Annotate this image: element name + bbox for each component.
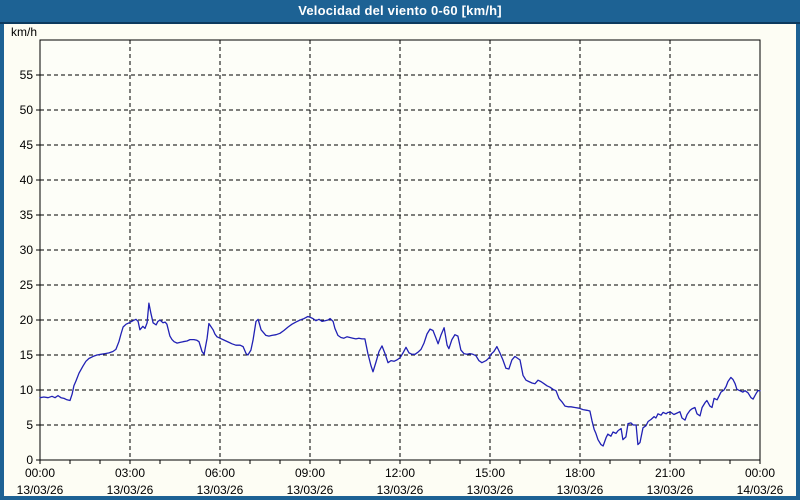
y-axis-labels: 0 5 10 15 20 25 30 35 40 45 50 55 km/h — [11, 25, 37, 467]
x-tick-time-label: 00:00 — [25, 466, 55, 480]
y-tick-label: 20 — [20, 313, 34, 327]
x-tick-time-label: 09:00 — [295, 466, 325, 480]
x-tick-date-label: 14/03/26 — [737, 483, 784, 496]
y-tick-label: 40 — [20, 173, 34, 187]
x-tick-date-label: 13/03/26 — [107, 483, 154, 496]
chart-title: Velocidad del viento 0-60 [km/h] — [298, 3, 502, 18]
x-tick-time-label: 12:00 — [385, 466, 415, 480]
x-tick-date-label: 13/03/26 — [557, 483, 604, 496]
y-tick-label: 45 — [20, 138, 34, 152]
x-tick-time-label: 00:00 — [745, 466, 775, 480]
x-axis-labels: 00:00 13/03/26 03:00 13/03/26 06:00 13/03/26 0… — [17, 466, 784, 496]
y-tick-label: 0 — [26, 453, 33, 467]
chart-svg: 0510152025303540455055km/h00:0013/03/260… — [11, 25, 784, 496]
y-tick-label: 35 — [20, 208, 34, 222]
y-tick-label: 55 — [20, 68, 34, 82]
x-tick-date-label: 13/03/26 — [467, 483, 514, 496]
x-tick-time-label: 21:00 — [655, 466, 685, 480]
y-tick-label: 30 — [20, 243, 34, 257]
y-tick-label: 5 — [26, 418, 33, 432]
title-bar: Velocidad del viento 0-60 [km/h] — [0, 0, 800, 24]
x-tick-date-label: 13/03/26 — [377, 483, 424, 496]
chart-area: 0 5 10 15 20 25 30 35 40 45 50 55 km/h 00:00 13/03/26 0… — [4, 24, 796, 496]
y-axis-unit-label: km/h — [11, 25, 37, 39]
gridlines — [40, 40, 760, 460]
y-tick-label: 15 — [20, 348, 34, 362]
axis-ticks — [36, 74, 761, 464]
x-tick-date-label: 13/03/26 — [17, 483, 64, 496]
y-tick-label: 25 — [20, 278, 34, 292]
x-tick-time-label: 06:00 — [205, 466, 235, 480]
wind-speed-line — [39, 302, 761, 447]
x-tick-date-label: 13/03/26 — [287, 483, 334, 496]
x-tick-time-label: 18:00 — [565, 466, 595, 480]
x-tick-time-label: 15:00 — [475, 466, 505, 480]
x-tick-date-label: 13/03/26 — [647, 483, 694, 496]
x-tick-time-label: 03:00 — [115, 466, 145, 480]
y-tick-label: 10 — [20, 383, 34, 397]
y-tick-label: 50 — [20, 103, 34, 117]
x-tick-date-label: 13/03/26 — [197, 483, 244, 496]
